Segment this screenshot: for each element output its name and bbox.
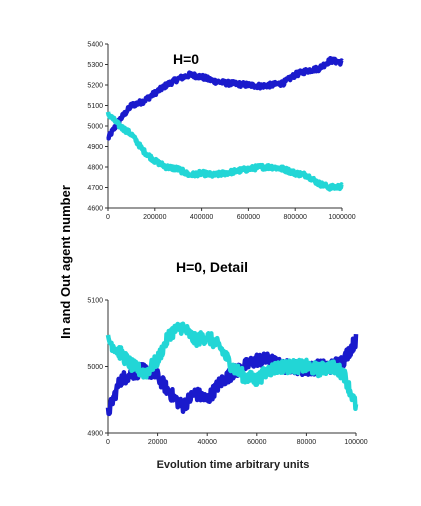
bottom-y-tick-label: 4900 <box>87 431 103 438</box>
top-y-tick-label: 4800 <box>87 165 103 172</box>
bottom-chart-x-axis-label: Evolution time arbitrary units <box>157 459 310 471</box>
top-x-tick-label: 600000 <box>237 214 260 221</box>
bottom-x-tick-label: 80000 <box>297 439 317 446</box>
top-y-tick-label: 4900 <box>87 144 103 151</box>
bottom-y-tick-label: 5000 <box>87 364 103 371</box>
top-x-tick-label: 0 <box>106 214 110 221</box>
top-y-tick-label: 5100 <box>87 103 103 110</box>
top-series-2-line <box>105 111 344 192</box>
top-y-tick-label: 5400 <box>87 42 103 49</box>
bottom-chart-title: H=0, Detail <box>176 259 248 275</box>
top-chart-title: H=0 <box>173 51 199 67</box>
top-y-tick-label: 5000 <box>87 124 103 131</box>
top-chart-series <box>105 55 344 192</box>
top-series-1-line <box>106 55 344 141</box>
top-y-tick-label: 5200 <box>87 83 103 90</box>
top-chart-ticks: 0 200000 400000 600000 800000 1000000 4600 4700… <box>87 42 355 222</box>
bottom-x-tick-label: 100000 <box>344 439 367 446</box>
bottom-chart-ticks: 0 20000 40000 60000 80000 100000 4900 5000 5100 <box>87 298 367 447</box>
top-y-tick-label: 4700 <box>87 185 103 192</box>
bottom-y-tick-label: 5100 <box>87 298 103 305</box>
top-chart-panel: 0 200000 400000 600000 800000 1000000 4600 4700… <box>87 42 355 222</box>
bottom-x-tick-label: 0 <box>106 439 110 446</box>
bottom-x-tick-label: 40000 <box>197 439 217 446</box>
bottom-chart-panel: 0 20000 40000 60000 80000 100000490050005100 … <box>87 259 367 471</box>
top-y-tick-label: 5300 <box>87 62 103 69</box>
bottom-chart-series <box>105 321 359 417</box>
top-y-tick-label: 4600 <box>87 206 103 213</box>
shared-y-axis-label: In and Out agent number <box>58 185 73 339</box>
bottom-x-tick-label: 20000 <box>148 439 168 446</box>
bottom-series-2-line <box>105 321 359 412</box>
top-x-tick-label: 200000 <box>143 214 166 221</box>
top-x-tick-label: 400000 <box>190 214 213 221</box>
top-x-tick-label: 1000000 <box>328 214 355 221</box>
bottom-x-tick-label: 60000 <box>247 439 267 446</box>
top-x-tick-label: 800000 <box>284 214 307 221</box>
